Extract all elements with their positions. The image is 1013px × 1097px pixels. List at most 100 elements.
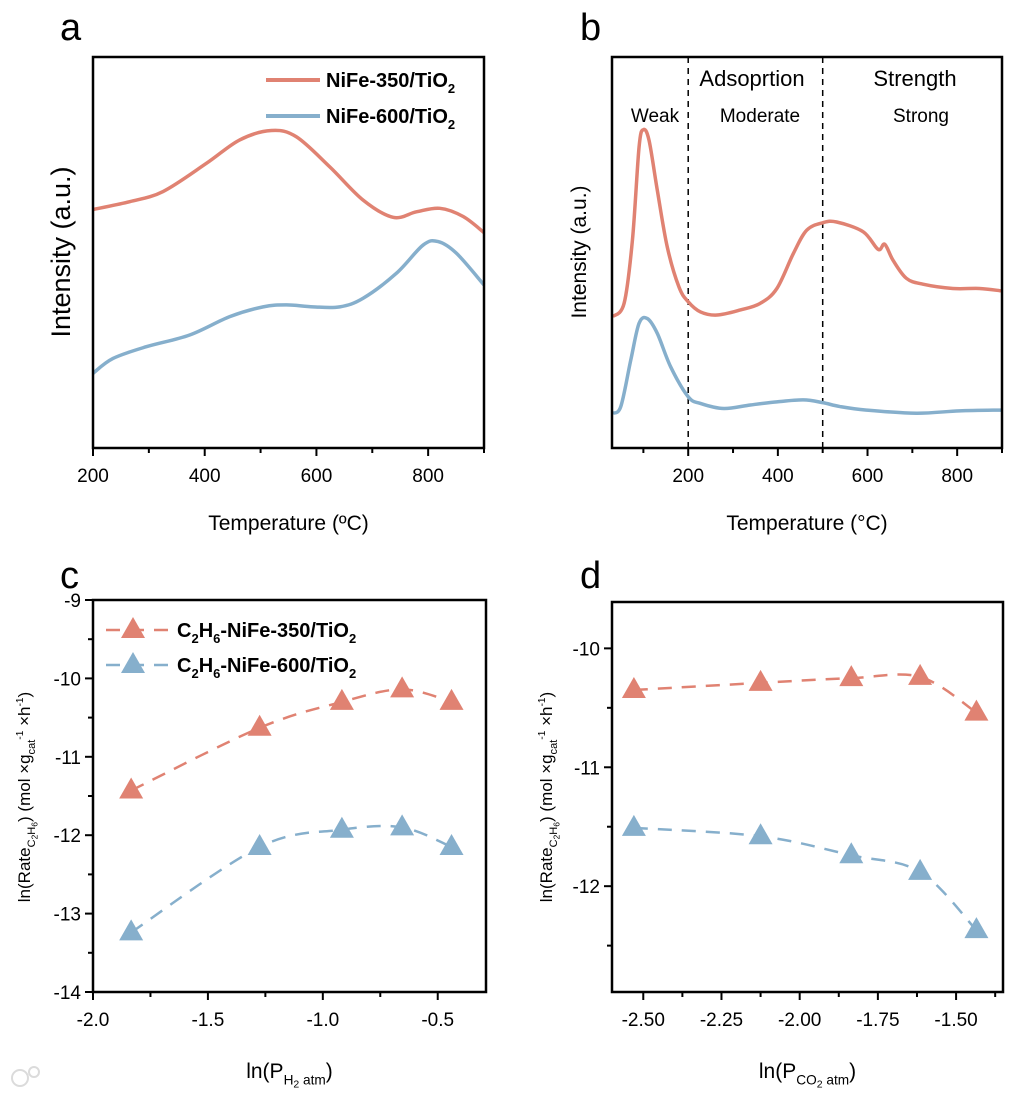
text-part: 2 (817, 1078, 823, 1090)
text-part: H (199, 620, 213, 642)
data-point-triangle (964, 917, 989, 939)
series-line-1 (91, 238, 486, 375)
data-point-triangle (247, 714, 272, 736)
data-point-triangle (247, 833, 272, 855)
text-part: -NiFe-600/TiO (220, 655, 349, 677)
text-part: atm (299, 1072, 326, 1087)
annotation-strength: Strength (873, 66, 956, 91)
y-tick-label: -14 (54, 983, 82, 1004)
text-part: C (548, 839, 560, 847)
text-part: ) (326, 1060, 333, 1083)
series-line-1 (130, 824, 453, 934)
text-part: NiFe-600/TiO (326, 106, 448, 128)
series-line-0 (92, 128, 486, 234)
text-part: 2 (349, 666, 356, 681)
axes-frame (91, 55, 486, 450)
text-part: ) (849, 1060, 856, 1083)
data-point-triangle (621, 676, 646, 698)
panel-c: c-2.0 -1.5 -1.0 -0.5-14-13-12-11-10-9ln(PH2… (15, 555, 488, 1090)
data-point-triangle (119, 777, 144, 799)
y-axis-title: ln(RateC2H6) (mol ×gcat-1 ×h-1) (537, 692, 562, 902)
x-tick-label: 400 (762, 466, 794, 487)
text-part: -1 (15, 730, 26, 739)
legend-label: C2H6-NiFe-600/TiO2 (177, 655, 356, 681)
text-part: 6 (213, 666, 220, 681)
text-part: ) (mol ×g (537, 754, 556, 822)
y-tick-label: -13 (54, 905, 81, 926)
legend-label: C2H6-NiFe-350/TiO2 (177, 620, 356, 646)
text-part: 2 (448, 81, 455, 96)
y-tick-label: -10 (573, 639, 600, 660)
x-tick-label: 200 (672, 466, 704, 487)
data-point-triangle (621, 814, 646, 836)
y-axis-title: ln(RateC2H6) (mol ×gcat-1 ×h-1) (15, 692, 40, 902)
text-part: ln(Rate (15, 847, 34, 902)
data-point-triangle (329, 688, 354, 710)
legend-label: NiFe-600/TiO2 (326, 106, 455, 132)
annotation-adsorption: Adsoprtion (699, 66, 804, 91)
data-point-triangle (964, 699, 989, 721)
x-tick-label: -1.50 (934, 1010, 977, 1031)
axes-frame (610, 600, 1005, 994)
x-axis-title: Temperature (ºC) (208, 512, 369, 535)
annotation-strong: Strong (893, 106, 949, 127)
data-point-triangle (390, 814, 415, 836)
x-tick-label: -2.00 (778, 1010, 821, 1031)
x-axis-title: ln(PH2 atm) (246, 1060, 333, 1090)
x-tick-label: -2.50 (622, 1010, 665, 1031)
x-tick-label: 400 (189, 466, 221, 487)
text-part: ) (mol ×g (15, 754, 34, 822)
text-part: -NiFe-350/TiO (220, 620, 349, 642)
data-point-triangle (119, 919, 144, 941)
text-part: 2 (349, 631, 356, 646)
panel-a: a 200 400 600 800 Temperature (ºC) Intensity (… (46, 7, 486, 535)
text-part: H (548, 827, 560, 835)
panel-b: b 200 400 600 800 Temperature (°C) Intensity (… (568, 7, 1004, 535)
x-tick-label: -1.5 (192, 1010, 225, 1031)
text-part: Temperature (ºC) (208, 512, 369, 535)
text-part: H (284, 1072, 294, 1087)
text-part: ×h (537, 707, 556, 731)
watermark-logo (11, 1066, 40, 1087)
text-part: 2 (552, 834, 562, 839)
x-tick-label: 600 (301, 466, 333, 487)
data-point-triangle (748, 669, 773, 691)
text-part: ) (537, 692, 556, 698)
data-point-triangle (908, 663, 933, 685)
x-tick-label: 600 (852, 466, 884, 487)
data-point-triangle (439, 688, 464, 710)
data-point-triangle (390, 676, 415, 698)
y-axis-title: Intensity (a.u.) (46, 166, 76, 337)
text-part: C (177, 655, 191, 677)
annotation-weak: Weak (631, 106, 680, 127)
series-line-0 (611, 127, 1002, 319)
x-tick-label: -1.0 (306, 1010, 339, 1031)
text-part: NiFe-350/TiO (326, 70, 448, 92)
text-part: -1 (15, 697, 26, 706)
y-tick-label: -12 (573, 877, 600, 898)
text-part: H (26, 827, 38, 835)
panel-letter: d (580, 555, 601, 597)
text-part: -1 (537, 730, 548, 739)
text-part: cat (26, 740, 38, 755)
text-part: atm (823, 1072, 850, 1087)
watermark-icon (28, 1066, 40, 1078)
text-part: Temperature (°C) (726, 512, 887, 535)
watermark-icon (11, 1069, 29, 1087)
text-part: 6 (30, 822, 40, 827)
text-part: 2 (191, 631, 198, 646)
text-part: CO (796, 1072, 816, 1087)
data-point-triangle (839, 842, 864, 864)
x-tick-label: 800 (412, 466, 444, 487)
data-point-triangle (329, 816, 354, 838)
text-part: Intensity (a.u.) (46, 166, 76, 337)
x-tick-label: -2.0 (77, 1010, 110, 1031)
x-tick-label: 200 (77, 466, 109, 487)
x-tick-label: -0.5 (421, 1010, 454, 1031)
text-part: ×h (15, 707, 34, 731)
text-part: -1 (537, 697, 548, 706)
text-part: Intensity (a.u.) (568, 185, 591, 318)
text-part: C (26, 839, 38, 847)
text-part: ln(Rate (537, 847, 556, 902)
